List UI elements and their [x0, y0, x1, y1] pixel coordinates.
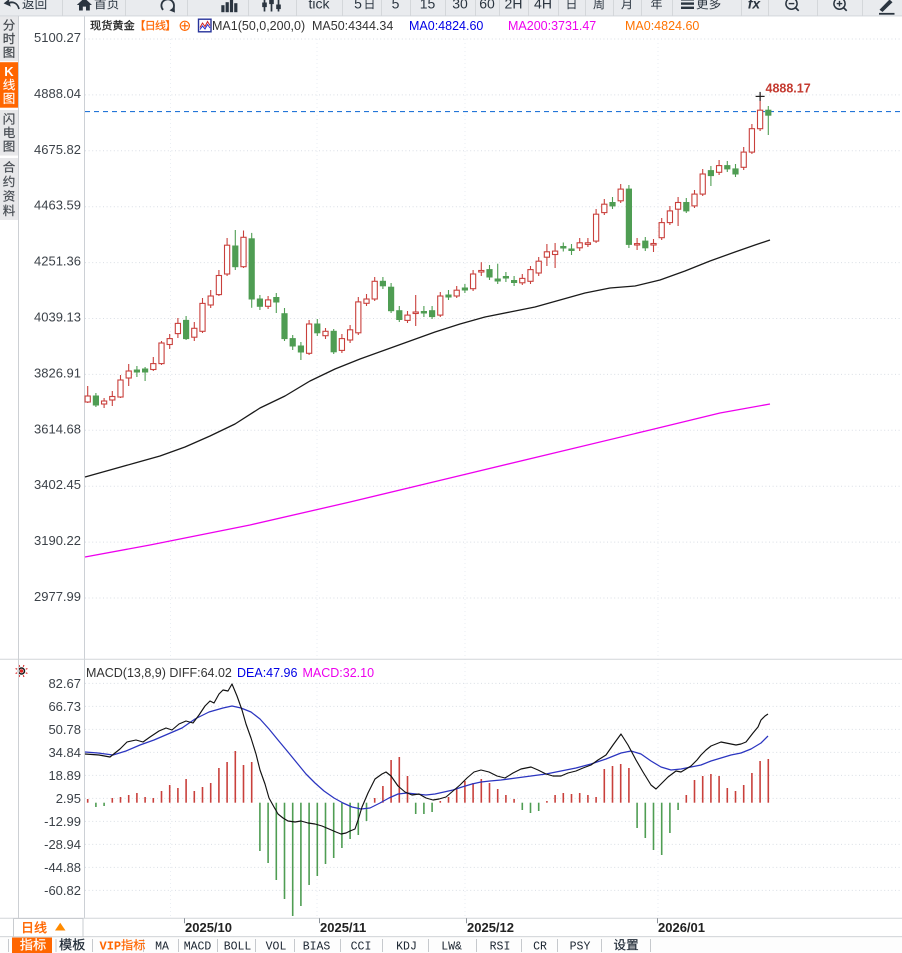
svg-text:50.78: 50.78: [48, 722, 81, 737]
svg-text:-12.99: -12.99: [44, 814, 81, 829]
svg-text:MA: MA: [155, 940, 169, 953]
svg-text:CR: CR: [533, 940, 547, 953]
svg-text:DEA:47.96: DEA:47.96: [237, 666, 298, 680]
svg-text:MA1(50,0,200,0): MA1(50,0,200,0): [212, 19, 305, 33]
svg-text:66.73: 66.73: [48, 699, 81, 714]
svg-text:LW&: LW&: [441, 940, 462, 953]
svg-text:5: 5: [354, 0, 362, 11]
svg-text:MA0:4824.60: MA0:4824.60: [409, 19, 483, 33]
svg-text:MA50:4344.34: MA50:4344.34: [312, 19, 393, 33]
svg-text:4H: 4H: [534, 0, 552, 11]
svg-text:VIP: VIP: [100, 939, 122, 953]
svg-text:5100.27: 5100.27: [34, 30, 81, 45]
svg-text:RSI: RSI: [490, 940, 511, 953]
svg-text:60: 60: [479, 0, 495, 11]
svg-text:2.95: 2.95: [56, 791, 81, 806]
svg-text:3190.22: 3190.22: [34, 533, 81, 548]
svg-text:CCI: CCI: [351, 940, 372, 953]
svg-text:5: 5: [392, 0, 400, 11]
svg-text:4888.04: 4888.04: [34, 86, 81, 101]
svg-text:K: K: [4, 64, 14, 79]
svg-text:4039.13: 4039.13: [34, 310, 81, 325]
svg-text:-28.94: -28.94: [44, 837, 81, 852]
svg-text:4888.17: 4888.17: [766, 81, 811, 95]
svg-text:PSY: PSY: [570, 940, 591, 953]
svg-text:3826.91: 3826.91: [34, 365, 81, 380]
svg-text:MACD(13,8,9) DIFF:64.02: MACD(13,8,9) DIFF:64.02: [86, 666, 232, 680]
svg-text:4675.82: 4675.82: [34, 142, 81, 157]
svg-text:15: 15: [420, 0, 436, 11]
svg-text:34.84: 34.84: [48, 745, 81, 760]
svg-text:-60.82: -60.82: [44, 883, 81, 898]
svg-text:2H: 2H: [505, 0, 523, 11]
svg-text:MA0:4824.60: MA0:4824.60: [625, 19, 699, 33]
svg-text:4251.36: 4251.36: [34, 254, 81, 269]
svg-text:2025/12: 2025/12: [467, 920, 514, 935]
svg-text:2026/01: 2026/01: [658, 920, 705, 935]
svg-text:30: 30: [452, 0, 468, 11]
svg-text:82.67: 82.67: [48, 676, 81, 691]
svg-text:18.89: 18.89: [48, 768, 81, 783]
svg-text:4463.59: 4463.59: [34, 198, 81, 213]
svg-text:2025/11: 2025/11: [320, 920, 366, 935]
svg-text:BIAS: BIAS: [303, 940, 331, 953]
svg-text:tick: tick: [309, 0, 331, 11]
svg-text:BOLL: BOLL: [224, 940, 252, 953]
svg-text:VOL: VOL: [266, 940, 287, 953]
svg-text:MACD:32.10: MACD:32.10: [303, 666, 375, 680]
svg-text:2025/10: 2025/10: [185, 920, 232, 935]
svg-text:KDJ: KDJ: [396, 940, 417, 953]
svg-text:fx: fx: [748, 0, 762, 11]
svg-text:3402.45: 3402.45: [34, 477, 81, 492]
svg-text:MA200:3731.47: MA200:3731.47: [508, 19, 596, 33]
svg-text:2977.99: 2977.99: [34, 589, 81, 604]
svg-text:MACD: MACD: [184, 940, 212, 953]
svg-text:-44.88: -44.88: [44, 860, 81, 875]
svg-text:3614.68: 3614.68: [34, 421, 81, 436]
